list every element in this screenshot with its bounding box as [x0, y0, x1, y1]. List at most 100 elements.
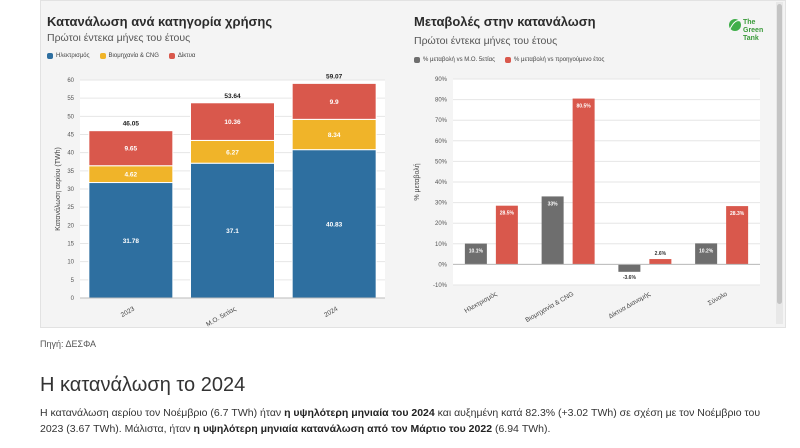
y-axis-label: % μεταβολή [414, 163, 421, 200]
x-tick-label: Βιομηχανία & CNG [524, 290, 575, 324]
y-tick-label: 5 [71, 278, 75, 284]
data-label: 31.78 [123, 238, 140, 245]
legend-swatch [99, 53, 106, 59]
source-note: Πηγή: ΔΕΣΦΑ [40, 339, 97, 349]
y-tick-label: 50 [67, 114, 74, 120]
bar [726, 206, 749, 265]
x-tick-label: 2023 [120, 305, 136, 318]
data-label: 2.6% [655, 251, 667, 257]
y-tick-label: -10% [433, 283, 448, 289]
y-tick-label: 40% [435, 180, 448, 186]
right-chart-plot: -10% 0% 10% 20% 30% 40% 50% 60% 70% 80% 90% % μεταβ… [414, 77, 760, 324]
x-tick-label: Σύνολο [706, 290, 729, 308]
total-label: 53.64 [224, 93, 241, 100]
y-tick-label: 45 [67, 133, 74, 139]
y-tick-label: 90% [435, 77, 448, 83]
article-heading: Η κατανάλωση το 2024 [40, 374, 246, 396]
total-label: 59.07 [326, 73, 343, 80]
bar-segment [88, 130, 174, 167]
article-paragraph: Η κατανάλωση αερίου τον Νοέμβριο (6.7 TW… [40, 405, 785, 437]
bar [495, 205, 518, 265]
data-label: 4.62 [125, 172, 138, 179]
para-bold-2: η υψηλότερη μηνιαία κατανάλωση από τον Μ… [193, 423, 493, 435]
y-tick-label: 0 [71, 296, 75, 302]
y-tick-label: 55 [67, 96, 74, 102]
legend-item-industry: Βιομηχανία & CNG [99, 53, 159, 59]
y-tick-label: 25 [67, 205, 74, 211]
data-label: 40.83 [326, 221, 343, 228]
right-chart-legend: % μεταβολή vs Μ.Ο. 5ετίας % μεταβολή vs … [414, 57, 604, 63]
legend-label: Βιομηχανία & CNG [108, 53, 159, 59]
y-tick-label: 40 [67, 151, 74, 157]
data-label: 6.27 [226, 149, 239, 156]
data-label: 33% [548, 201, 559, 207]
bar [572, 98, 595, 265]
y-tick-label: 80% [435, 98, 448, 104]
logo-line-2: Green [743, 27, 763, 34]
para-text-2: και αυξημένη κατά 82.3% (+3.02 TWh) σε σ… [40, 407, 761, 435]
bar [649, 259, 672, 265]
x-tick-label: Δίκτυα Διανομής [607, 290, 652, 321]
right-chart-title: Μεταβολές στην κατανάλωση [414, 14, 596, 29]
data-label: 28.5% [500, 211, 515, 217]
left-chart-title: Κατανάλωση ανά κατηγορία χρήσης [47, 14, 273, 29]
legend-label: % μεταβολή vs Μ.Ο. 5ετίας [423, 57, 495, 63]
scrollbar-thumb[interactable] [777, 4, 782, 304]
y-tick-label: 30 [67, 187, 74, 193]
legend-swatch [504, 57, 511, 63]
legend-swatch [47, 53, 53, 59]
leaf-icon [729, 19, 741, 31]
y-tick-label: 20 [67, 223, 74, 229]
x-tick-label: Ηλεκτρισμός [463, 290, 498, 315]
bar [618, 264, 641, 272]
para-text-1: Η κατανάλωση αερίου τον Νοέμβριο (6.7 TW… [40, 407, 285, 419]
data-label: 9.9 [330, 99, 339, 106]
data-label: 8.34 [328, 132, 341, 139]
bar [464, 243, 487, 265]
y-tick-label: 20% [435, 221, 448, 227]
para-text-3: (6.94 TWh). [492, 423, 551, 435]
legend-label: Ηλεκτρισμός [56, 53, 90, 59]
left-chart-subtitle: Πρώτοι έντεκα μήνες του έτους [47, 32, 191, 44]
legend-item-networks: Δίκτυα [168, 53, 196, 59]
y-tick-label: 30% [435, 201, 448, 207]
total-label: 46.05 [123, 121, 140, 128]
y-tick-label: 60 [67, 78, 74, 84]
data-label: 9.65 [125, 146, 138, 153]
data-label: -3.6% [623, 275, 637, 281]
y-tick-label: 35 [67, 169, 74, 175]
y-tick-label: 0% [438, 262, 447, 268]
right-chart-subtitle: Πρώτοι έντεκα μήνες του έτους [414, 35, 558, 47]
para-bold-1: η υψηλότερη μηνιαία του 2024 [284, 407, 435, 419]
logo-line-1: The [743, 19, 756, 26]
legend-label: % μεταβολή vs προηγούμενο έτος [513, 57, 605, 63]
y-axis-label: Κατανάλωση αερίου (TWh) [54, 147, 62, 231]
bar-segment [291, 149, 377, 299]
bar-segment [190, 102, 275, 141]
left-chart-plot: 0 5 10 15 20 25 30 35 40 45 50 55 60 Κατανάλωση αερίο… [54, 73, 385, 328]
y-tick-label: 15 [67, 242, 74, 248]
data-label: 37.1 [226, 228, 239, 235]
data-label: 10.2% [699, 248, 714, 254]
data-label: 10.1% [469, 249, 484, 255]
bar [541, 196, 564, 265]
left-chart-legend: Ηλεκτρισμός Βιομηχανία & CNG Δίκτυα [47, 53, 195, 59]
legend-item-vs-avg: % μεταβολή vs Μ.Ο. 5ετίας [414, 57, 495, 63]
legend-item-electricity: Ηλεκτρισμός [47, 53, 90, 59]
data-label: 80.5% [577, 104, 592, 110]
bar [695, 243, 718, 265]
data-label: 10.36 [224, 119, 241, 126]
y-tick-label: 50% [435, 159, 448, 165]
legend-label: Δίκτυα [177, 53, 196, 59]
legend-swatch [168, 53, 175, 59]
x-tick-label: 2024 [323, 305, 339, 318]
y-tick-label: 60% [435, 139, 448, 145]
y-tick-label: 70% [435, 118, 448, 124]
legend-item-vs-prev: % μεταβολή vs προηγούμενο έτος [504, 57, 605, 63]
logo-line-3: Tank [743, 35, 759, 42]
green-tank-logo: The Green Tank [729, 19, 763, 42]
y-tick-label: 10% [435, 242, 448, 248]
y-tick-label: 10 [67, 260, 74, 266]
legend-swatch [414, 57, 420, 63]
x-tick-label: Μ.Ο. 5ετίας [205, 305, 238, 328]
